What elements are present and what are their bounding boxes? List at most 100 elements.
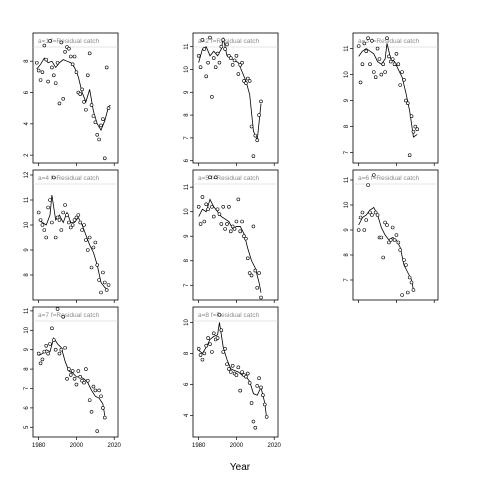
data-point xyxy=(95,429,100,433)
data-point xyxy=(371,173,376,177)
y-tick-label: 6 xyxy=(24,90,30,94)
data-point xyxy=(65,213,69,217)
fitted-line xyxy=(38,194,109,291)
data-point xyxy=(225,222,229,226)
data-point xyxy=(91,384,96,389)
panel-frame xyxy=(192,306,279,438)
data-point xyxy=(413,124,418,129)
data-point xyxy=(40,223,45,227)
panel-1: a=1 f=Residual catch 2 4 6 8 xyxy=(24,32,119,166)
data-point xyxy=(97,388,101,393)
y-tick-label: 6 xyxy=(184,382,190,386)
data-point xyxy=(375,213,380,217)
panel-strip-label: a=3 f=Residual catch xyxy=(358,38,419,45)
data-point xyxy=(394,233,399,237)
y-tick-label: 11 xyxy=(24,307,30,314)
data-point xyxy=(102,415,107,420)
data-point xyxy=(89,103,94,107)
data-point xyxy=(36,68,41,73)
data-point xyxy=(238,63,243,67)
data-point xyxy=(259,385,263,390)
data-point xyxy=(200,357,205,362)
y-tick-label: 11 xyxy=(24,196,30,203)
data-point xyxy=(245,76,250,81)
data-point xyxy=(370,38,374,43)
data-point xyxy=(99,123,103,128)
y-tick-label: 10 xyxy=(344,201,350,208)
data-point xyxy=(72,376,77,381)
panel-8: a=6 f=Residual catch 7 8 9 10 11 xyxy=(344,169,439,303)
data-point xyxy=(213,175,218,180)
data-point xyxy=(204,343,209,348)
data-point xyxy=(97,278,101,282)
data-point xyxy=(364,218,369,222)
data-point xyxy=(244,374,248,379)
data-point xyxy=(234,54,239,58)
data-point xyxy=(360,62,365,66)
data-point xyxy=(373,210,378,215)
data-point xyxy=(70,223,75,227)
data-point xyxy=(255,384,260,388)
data-point xyxy=(63,49,67,54)
data-point xyxy=(388,59,393,64)
data-point xyxy=(257,271,261,275)
data-point xyxy=(84,107,88,112)
data-point xyxy=(236,72,241,76)
data-point xyxy=(74,215,79,220)
data-point xyxy=(225,362,229,367)
panel-strip-label: a=1 f=Residual catch xyxy=(38,38,99,45)
data-point xyxy=(46,351,50,356)
data-point xyxy=(200,38,205,42)
data-point xyxy=(57,218,62,222)
data-point xyxy=(87,51,92,56)
data-point xyxy=(198,222,203,226)
data-point xyxy=(44,235,49,240)
data-point xyxy=(234,219,239,224)
data-point xyxy=(253,268,258,273)
data-point xyxy=(210,95,214,99)
data-point xyxy=(38,218,43,222)
data-point xyxy=(373,75,378,79)
data-point xyxy=(407,153,412,157)
data-point xyxy=(72,218,77,222)
data-point xyxy=(211,331,216,336)
y-tick-label: 8 xyxy=(344,124,350,128)
data-point xyxy=(366,183,370,187)
data-point xyxy=(68,373,73,377)
data-point xyxy=(67,220,71,225)
y-tick-label: 8 xyxy=(184,258,190,262)
data-point xyxy=(91,114,96,118)
data-point xyxy=(257,376,261,380)
data-point xyxy=(217,312,222,317)
data-point xyxy=(53,235,58,240)
data-point xyxy=(362,228,367,232)
data-point xyxy=(68,225,73,230)
data-point xyxy=(394,51,399,56)
data-point xyxy=(219,44,224,49)
data-point xyxy=(82,100,86,104)
y-tick-label: 7 xyxy=(184,136,190,140)
data-point xyxy=(407,275,412,280)
y-tick-label: 9 xyxy=(344,228,350,232)
data-point xyxy=(409,280,414,285)
fitted-line xyxy=(358,206,414,291)
data-point xyxy=(217,60,222,65)
data-point xyxy=(400,70,404,74)
data-point xyxy=(42,228,47,232)
data-point xyxy=(67,367,71,371)
data-point xyxy=(379,235,384,240)
data-point xyxy=(34,60,39,65)
data-point xyxy=(360,210,365,215)
panel-frame xyxy=(192,169,279,301)
data-point xyxy=(398,83,403,87)
data-point xyxy=(44,57,49,62)
data-point xyxy=(405,290,410,295)
y-tick-label: 11 xyxy=(344,176,350,183)
data-point xyxy=(44,344,49,348)
data-point xyxy=(228,56,233,60)
data-point xyxy=(230,63,235,67)
data-point xyxy=(61,96,66,101)
data-point xyxy=(392,62,397,66)
data-point xyxy=(106,283,111,287)
